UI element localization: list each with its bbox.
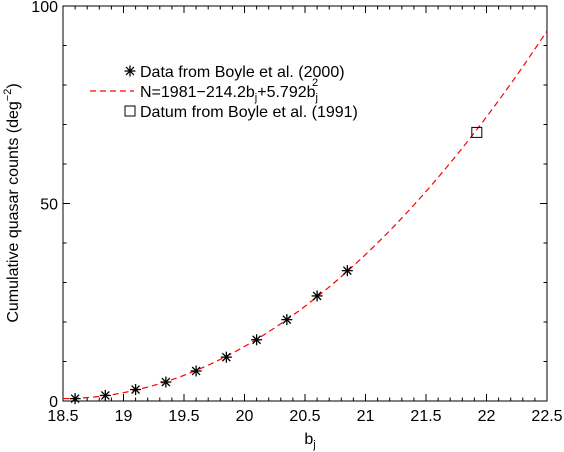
data-point-boyle-2000 (251, 334, 263, 346)
x-tick-label: 21 (357, 408, 375, 425)
y-axis-label: Cumulative quasar counts (deg−2) (2, 83, 22, 322)
y-axis-ticks: 0 50 100 (31, 0, 547, 411)
x-axis-label: bj (304, 431, 315, 451)
x-tick-label: 22 (478, 408, 496, 425)
x-tick-label: 18.5 (47, 408, 78, 425)
legend: Data from Boyle et al. (2000) N=1981−214… (90, 64, 358, 121)
x-tick-label: 19 (115, 408, 133, 425)
asterisk-icon (124, 65, 136, 77)
data-point-boyle-2000 (130, 384, 142, 396)
legend-label-boyle-1991: Datum from Boyle et al. (1991) (140, 104, 358, 121)
x-tick-label: 20.5 (289, 408, 320, 425)
legend-label-boyle-2000: Data from Boyle et al. (2000) (140, 64, 345, 81)
y-tick-label: 50 (40, 197, 58, 214)
x-tick-label: 21.5 (410, 408, 441, 425)
data-point-boyle-2000 (341, 265, 353, 277)
data-point-boyle-1991 (471, 126, 483, 138)
legend-asterisk-marker (124, 65, 136, 77)
plot-area (62, 30, 548, 405)
data-point-boyle-2000 (99, 389, 111, 401)
y-tick-label: 100 (31, 0, 58, 16)
data-point-boyle-2000 (281, 314, 293, 326)
data-point-boyle-2000 (311, 290, 323, 302)
y-tick-label: 0 (49, 394, 58, 411)
x-axis-ticks: 18.5 19 19.5 20 20.5 21 21.5 22 22.5 (47, 6, 563, 425)
x-tick-label: 20 (236, 408, 254, 425)
legend-label-fit: N=1981−214.2bj+5.792bj2 (140, 77, 318, 104)
data-point-boyle-2000 (160, 376, 172, 388)
x-tick-label: 19.5 (168, 408, 199, 425)
data-point-boyle-2000 (220, 351, 232, 363)
data-point-boyle-2000 (69, 393, 81, 405)
x-tick-label: 22.5 (531, 408, 562, 425)
legend-square-marker (124, 105, 136, 117)
data-point-boyle-2000 (190, 365, 202, 377)
fit-curve (62, 30, 548, 400)
